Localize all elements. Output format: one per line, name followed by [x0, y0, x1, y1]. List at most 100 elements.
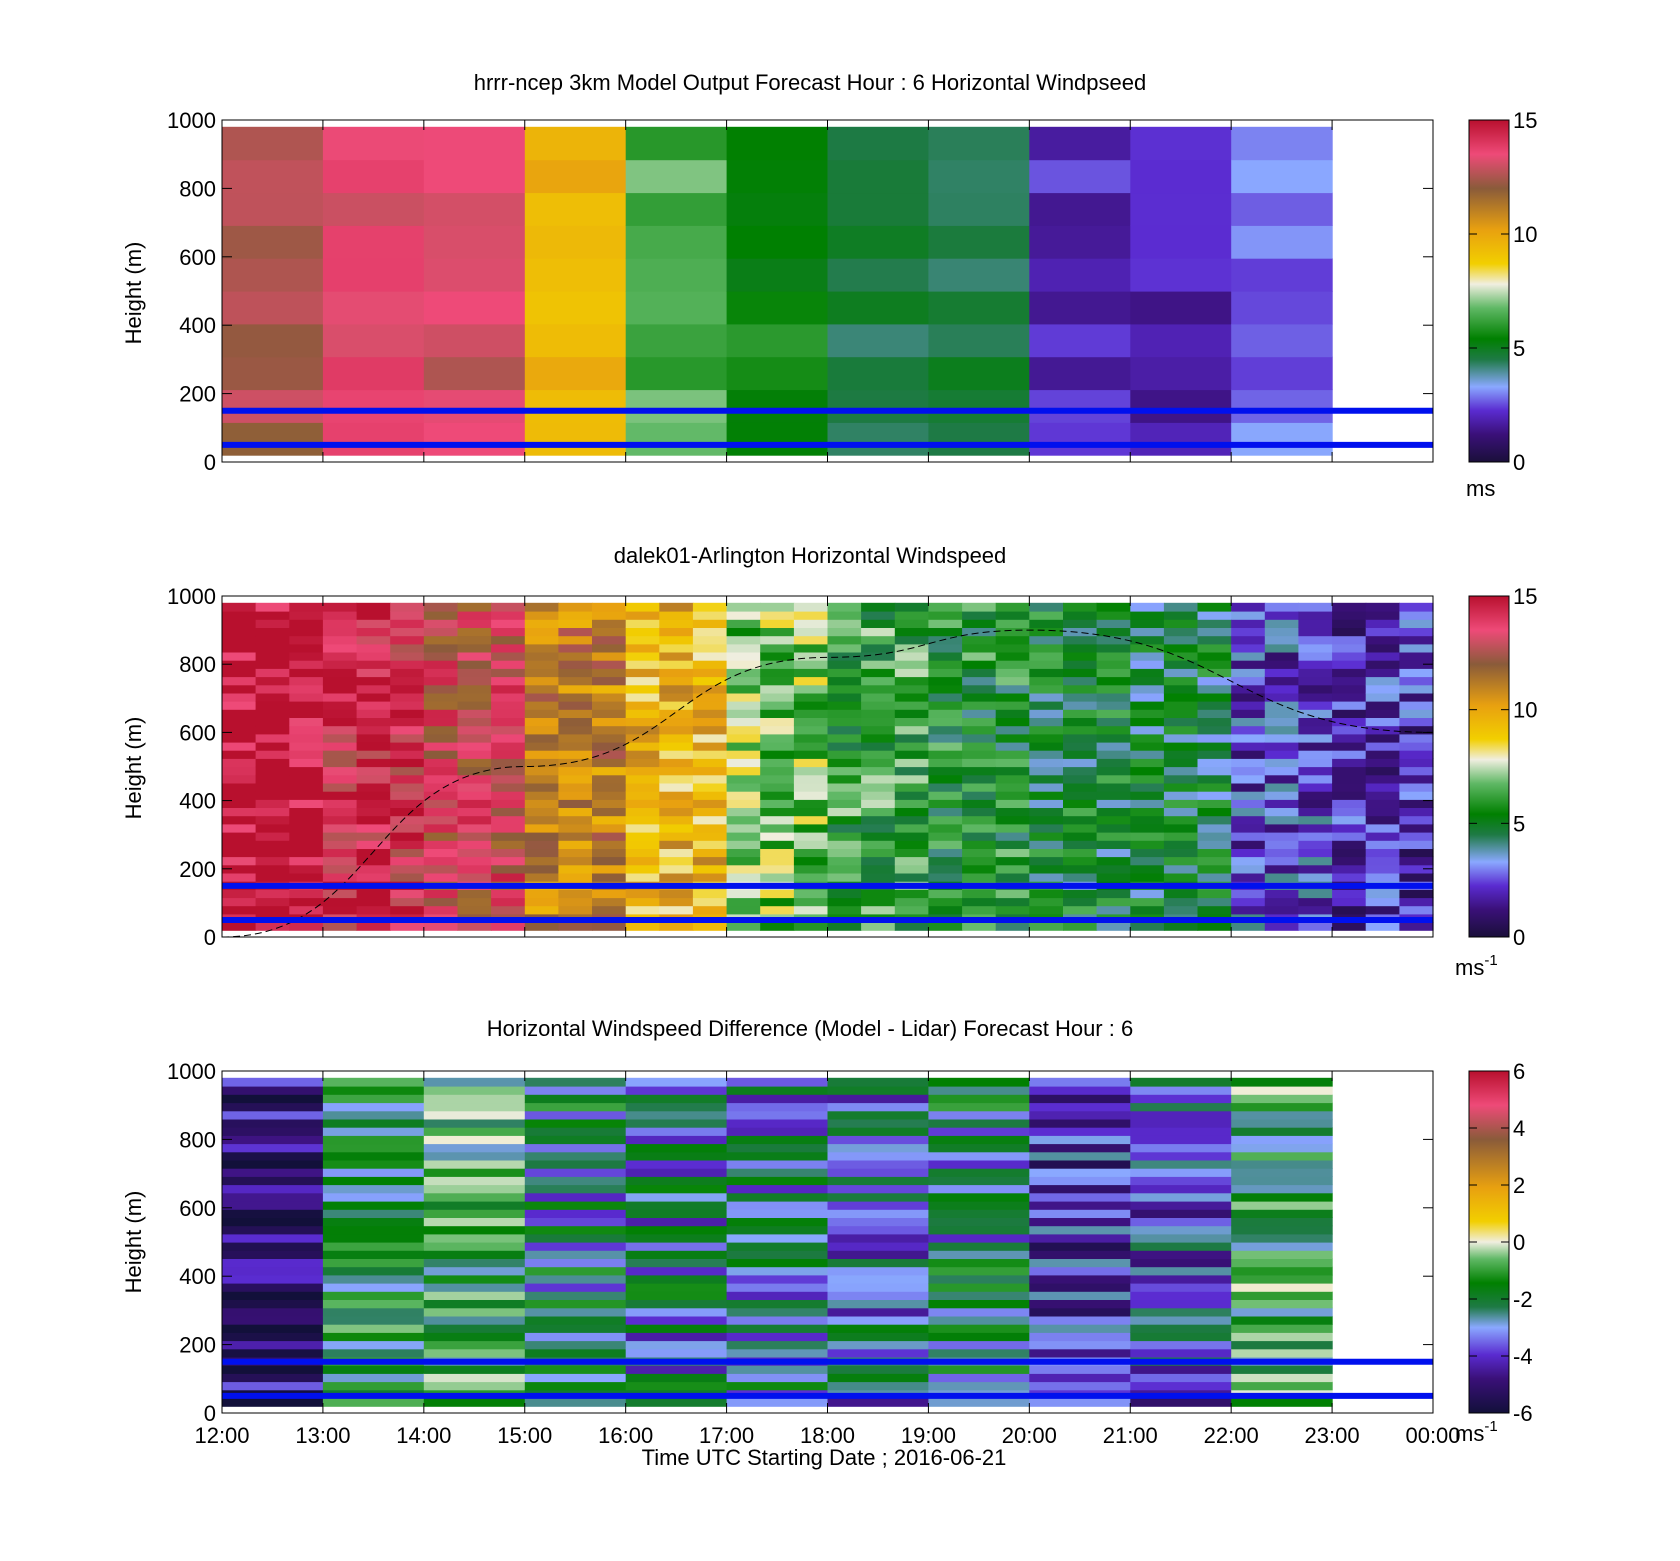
- heatmap-cell: [1029, 848, 1064, 858]
- heatmap-cell: [692, 602, 728, 612]
- heatmap-cell: [322, 1077, 425, 1087]
- heatmap-cell: [1231, 1201, 1333, 1210]
- heatmap-cell: [356, 676, 391, 686]
- heatmap-cell: [827, 611, 862, 620]
- heatmap-cell: [1197, 815, 1232, 825]
- heatmap-cell: [1029, 1398, 1131, 1407]
- heatmap-cell: [692, 889, 728, 899]
- heatmap-cell: [861, 668, 896, 678]
- heatmap-cell: [793, 922, 829, 931]
- heatmap-cell: [962, 815, 997, 825]
- heatmap-cell: [894, 815, 929, 825]
- heatmap-cell: [1399, 692, 1434, 702]
- heatmap-cell: [928, 1086, 1030, 1095]
- heatmap-cell: [827, 1381, 929, 1391]
- heatmap-cell: [1231, 619, 1266, 628]
- heatmap-cell: [1197, 766, 1232, 776]
- heatmap-cell: [793, 643, 829, 653]
- heatmap-cell: [861, 660, 896, 669]
- heatmap-cell: [222, 1373, 324, 1383]
- heatmap-cell: [692, 905, 728, 915]
- heatmap-cell: [894, 668, 929, 678]
- heatmap-cell: [1231, 291, 1333, 325]
- heatmap-cell: [1130, 1225, 1232, 1235]
- heatmap-cell: [322, 1135, 425, 1145]
- heatmap-cell: [827, 668, 862, 678]
- heatmap-cell: [1365, 651, 1400, 661]
- heatmap-cell: [827, 1086, 929, 1095]
- heatmap-cell: [726, 889, 761, 899]
- heatmap-cell: [1231, 1118, 1333, 1128]
- heatmap-cell: [1130, 1332, 1232, 1342]
- heatmap-cell: [524, 1118, 627, 1128]
- heatmap-cell: [1130, 1258, 1232, 1268]
- heatmap-cell: [726, 741, 761, 751]
- heatmap-cells: [222, 602, 1434, 931]
- heatmap-cell: [1096, 905, 1131, 915]
- colorbar-tick-label: 0: [1513, 1230, 1525, 1255]
- heatmap-cell: [692, 791, 728, 800]
- heatmap-cell: [1096, 782, 1131, 792]
- heatmap-cell: [1231, 1143, 1333, 1153]
- heatmap-cell: [995, 643, 1030, 653]
- heatmap-cell: [255, 750, 290, 759]
- heatmap-cell: [1264, 872, 1299, 882]
- heatmap-cell: [962, 774, 997, 784]
- heatmap-cell: [289, 701, 324, 710]
- heatmap-cell: [1029, 815, 1064, 825]
- heatmap-cell: [592, 872, 627, 882]
- heatmap-cell: [1231, 192, 1333, 226]
- heatmap-cell: [1298, 725, 1333, 735]
- heatmap-cell: [255, 741, 290, 751]
- heatmap-cell: [1130, 1159, 1232, 1169]
- heatmap-cell: [625, 651, 660, 661]
- heatmap-cell: [1063, 815, 1098, 825]
- heatmap-cell: [322, 741, 358, 751]
- heatmap-cell: [1231, 709, 1266, 718]
- heatmap-cell: [222, 619, 257, 628]
- heatmap-cell: [491, 848, 526, 858]
- heatmap-cell: [962, 872, 997, 882]
- heatmap-cell: [1163, 668, 1199, 678]
- heatmap-cell: [423, 635, 458, 645]
- heatmap-cell: [995, 905, 1030, 915]
- heatmap-cell: [659, 823, 694, 833]
- heatmap-cell: [255, 782, 290, 792]
- heatmap-cell: [928, 602, 963, 612]
- heatmap-cell: [1130, 766, 1165, 776]
- heatmap-cell: [1365, 922, 1400, 931]
- heatmap-cell: [1231, 1110, 1333, 1120]
- heatmap-cell: [1063, 774, 1098, 784]
- heatmap-cell: [861, 733, 896, 743]
- heatmap-cell: [1365, 635, 1400, 645]
- heatmap-cell: [1029, 192, 1131, 226]
- heatmap-cell: [861, 823, 896, 833]
- heatmap-cell: [322, 856, 358, 866]
- heatmap-cell: [726, 1192, 829, 1202]
- heatmap-cell: [222, 635, 257, 645]
- heatmap-cell: [726, 159, 829, 194]
- heatmap-cell: [1197, 807, 1232, 817]
- heatmap-cell: [222, 905, 257, 915]
- reference-lines: [222, 1358, 1433, 1399]
- heatmap-cell: [1365, 668, 1400, 678]
- heatmap-cell: [255, 922, 290, 931]
- heatmap-cell: [827, 766, 862, 776]
- heatmap-cell: [322, 692, 358, 702]
- colorbar-tick-label: 5: [1513, 336, 1525, 361]
- heatmap-cell: [827, 823, 862, 833]
- heatmap-cell: [827, 709, 862, 718]
- heatmap-cell: [760, 692, 795, 702]
- heatmap-cell: [827, 1118, 929, 1128]
- heatmap-cell: [692, 832, 728, 841]
- heatmap-cell: [726, 126, 829, 161]
- heatmap-cell: [524, 807, 559, 817]
- heatmap-cell: [423, 1324, 526, 1333]
- heatmap-cell: [1063, 799, 1098, 808]
- heatmap-cell: [255, 758, 290, 768]
- heatmap-cell: [827, 1102, 929, 1112]
- heatmap-cell: [1399, 676, 1434, 686]
- heatmap-cell: [356, 750, 391, 759]
- heatmap-cell: [928, 192, 1030, 226]
- heatmap-cell: [827, 1168, 929, 1177]
